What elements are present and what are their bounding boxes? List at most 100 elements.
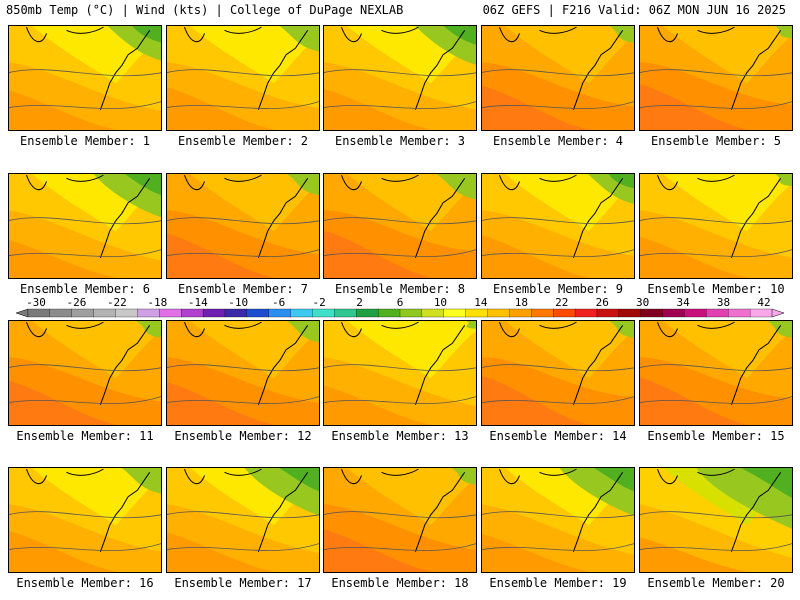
temperature-map-6 [8,173,162,279]
colorbar-segment [640,308,664,318]
member-label-4: Ensemble Member: 4 [492,134,624,148]
ensemble-panel-4: Ensemble Member: 4 [481,25,635,153]
colorbar-segment [706,308,729,318]
temperature-map-4 [481,25,635,131]
colorbar-segment [531,308,554,318]
member-label-9: Ensemble Member: 9 [492,282,624,296]
member-label-5: Ensemble Member: 5 [650,134,782,148]
colorbar-segment [312,308,335,318]
temperature-map-18 [323,467,477,573]
colorbar-tick-label: -18 [147,296,168,309]
colorbar-tick-label: -26 [66,296,87,309]
member-label-10: Ensemble Member: 10 [647,282,785,296]
colorbar-segment [443,308,467,318]
temperature-map-1 [8,25,162,131]
ensemble-panel-12: Ensemble Member: 12 [166,320,320,448]
ensemble-panel-1: Ensemble Member: 1 [8,25,162,153]
colorbar-tick-label: 2 [356,296,363,309]
colorbar-segment [71,308,95,318]
colorbar-tick-label: 22 [555,296,569,309]
colorbar-segment [662,308,685,318]
temperature-map-2 [166,25,320,131]
temperature-map-19 [481,467,635,573]
ensemble-panel-20: Ensemble Member: 20 [639,467,793,595]
colorbar-tick-label: -10 [228,296,249,309]
colorbar-segment [377,308,401,318]
member-label-20: Ensemble Member: 20 [647,576,785,590]
colorbar-tick-label: -14 [187,296,208,309]
colorbar-segment [465,308,488,318]
temperature-map-13 [323,320,477,426]
ensemble-panel-15: Ensemble Member: 15 [639,320,793,448]
ensemble-panel-2: Ensemble Member: 2 [166,25,320,153]
temperature-map-9 [481,173,635,279]
ensemble-panel-6: Ensemble Member: 6 [8,173,162,301]
member-label-6: Ensemble Member: 6 [19,282,151,296]
colorbar-tick-label: 34 [676,296,690,309]
temperature-map-7 [166,173,320,279]
colorbar-segment [487,308,510,318]
colorbar-segment [553,308,576,318]
temperature-map-3 [323,25,477,131]
colorbar-segment [356,308,379,318]
ensemble-panel-14: Ensemble Member: 14 [481,320,635,448]
temperature-map-14 [481,320,635,426]
colorbar-tick-label: 18 [514,296,528,309]
temperature-map-5 [639,25,793,131]
member-label-14: Ensemble Member: 14 [489,429,627,443]
colorbar-segment [27,308,51,318]
colorbar-segment [246,308,270,318]
temperature-map-8 [323,173,477,279]
colorbar-segment [509,308,532,318]
colorbar-tick-label: -22 [106,296,127,309]
member-label-13: Ensemble Member: 13 [331,429,469,443]
colorbar-segment [224,308,248,318]
member-label-11: Ensemble Member: 11 [16,429,154,443]
colorbar-segment [334,308,357,318]
colorbar-segment [399,308,423,318]
ensemble-panel-19: Ensemble Member: 19 [481,467,635,595]
ensemble-panel-10: Ensemble Member: 10 [639,173,793,301]
colorbar-tick-label: -6 [272,296,286,309]
colorbar-segment [749,308,773,318]
colorbar-segment [49,308,73,318]
ensemble-panel-7: Ensemble Member: 7 [166,173,320,301]
temperature-map-15 [639,320,793,426]
colorbar-tick-label: 26 [595,296,609,309]
member-label-1: Ensemble Member: 1 [19,134,151,148]
temperature-map-12 [166,320,320,426]
ensemble-panel-18: Ensemble Member: 18 [323,467,477,595]
colorbar-segment [181,308,204,318]
ensemble-panel-13: Ensemble Member: 13 [323,320,477,448]
colorbar-tick-label: 38 [716,296,731,309]
member-label-19: Ensemble Member: 19 [489,576,627,590]
colorbar-segment [202,308,226,318]
colorbar-tick-label: -2 [312,296,326,309]
temperature-map-11 [8,320,162,426]
colorbar-segment [596,308,620,318]
colorbar-segment [728,308,751,318]
header-title-left: 850mb Temp (°C) | Wind (kts) | College o… [6,3,404,17]
member-label-2: Ensemble Member: 2 [177,134,309,148]
ensemble-panel-8: Ensemble Member: 8 [323,173,477,301]
temperature-map-16 [8,467,162,573]
colorbar-segment [618,308,642,318]
colorbar-tick-label: 6 [396,296,404,309]
member-label-7: Ensemble Member: 7 [177,282,309,296]
member-label-17: Ensemble Member: 17 [174,576,312,590]
temperature-colorbar [15,308,785,318]
colorbar-segment [93,308,116,318]
colorbar-tick-label: 30 [636,296,650,309]
colorbar-tick-label: 10 [433,296,448,309]
colorbar-tick-label: 14 [474,296,488,309]
ensemble-panel-11: Ensemble Member: 11 [8,320,162,448]
member-label-16: Ensemble Member: 16 [16,576,154,590]
temperature-map-17 [166,467,320,573]
colorbar-segment [421,308,445,318]
temperature-map-10 [639,173,793,279]
ensemble-panel-9: Ensemble Member: 9 [481,173,635,301]
colorbar-segment [115,308,138,318]
colorbar-segment [290,308,313,318]
ensemble-panel-3: Ensemble Member: 3 [323,25,477,153]
header-title-right: 06Z GEFS | F216 Valid: 06Z MON JUN 16 20… [482,3,786,17]
